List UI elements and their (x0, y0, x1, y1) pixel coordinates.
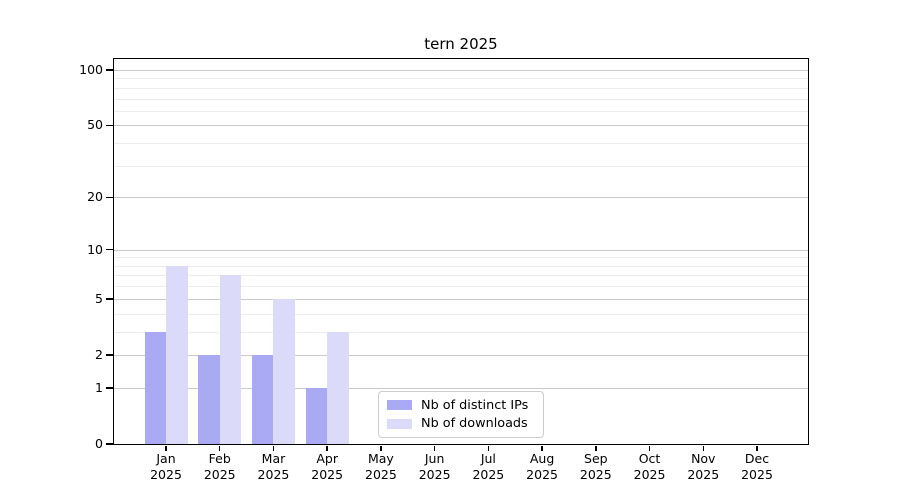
minor-gridline (114, 286, 808, 288)
x-tick-mark (595, 445, 597, 451)
y-tick-label: 20 (87, 189, 103, 205)
minor-gridline (114, 313, 808, 315)
y-tick-mark (106, 248, 113, 251)
y-tick-mark (106, 387, 113, 389)
y-tick-label: 50 (87, 117, 103, 133)
minor-gridline (114, 275, 808, 277)
x-tick-mark (326, 445, 328, 451)
minor-gridline (114, 143, 808, 145)
minor-gridline (114, 257, 808, 259)
x-tick-mark (272, 445, 275, 451)
x-tick-label-oct: Oct 2025 (633, 451, 666, 482)
legend-swatch-distinct-ips (387, 400, 412, 411)
y-tick-mark (106, 69, 113, 71)
bar-downloads-apr (327, 331, 349, 444)
legend-item-distinct-ips: Nb of distinct IPs (387, 397, 535, 414)
x-tick-mark (165, 445, 167, 451)
x-tick-label-may: May 2025 (365, 451, 397, 482)
x-tick-label-jun: Jun 2025 (418, 451, 451, 482)
x-tick-mark (648, 445, 651, 451)
x-tick-label-jul: Jul 2025 (472, 451, 505, 482)
major-gridline (114, 298, 808, 300)
bar-distinct-ips-feb (198, 354, 220, 444)
legend-label-downloads: Nb of downloads (421, 416, 528, 432)
y-tick-label: 10 (87, 241, 103, 257)
x-tick-label-apr: Apr 2025 (311, 451, 344, 482)
minor-gridline (114, 98, 808, 100)
x-tick-mark (433, 445, 436, 451)
legend-item-downloads: Nb of downloads (387, 415, 535, 432)
minor-gridline (114, 110, 808, 112)
y-tick-mark (106, 354, 113, 356)
y-tick-mark (106, 124, 113, 127)
x-tick-mark (380, 445, 382, 451)
bar-downloads-jan (166, 265, 188, 444)
minor-gridline (114, 87, 808, 89)
x-tick-label-mar: Mar 2025 (257, 451, 290, 482)
plot-area (113, 58, 809, 445)
x-tick-label-feb: Feb 2025 (203, 451, 236, 482)
minor-gridline (114, 165, 808, 167)
x-tick-label-nov: Nov 2025 (687, 451, 720, 482)
bar-downloads-feb (219, 275, 242, 444)
y-tick-label: 5 (95, 290, 103, 306)
bar-distinct-ips-apr (305, 387, 328, 444)
chart-title: tern 2025 (424, 35, 498, 53)
y-tick-label: 2 (95, 346, 103, 362)
x-tick-mark (756, 445, 758, 451)
minor-gridline (114, 331, 808, 333)
x-tick-mark (487, 445, 490, 451)
major-gridline (114, 249, 808, 251)
x-tick-label-dec: Dec 2025 (741, 451, 773, 482)
y-tick-mark (106, 196, 113, 199)
x-tick-label-aug: Aug 2025 (526, 451, 558, 482)
minor-gridline (114, 78, 808, 80)
y-tick-mark (106, 443, 113, 445)
bar-distinct-ips-jan (144, 331, 166, 444)
major-gridline (114, 354, 808, 356)
x-tick-mark (702, 445, 705, 451)
bar-distinct-ips-mar (251, 354, 274, 444)
x-tick-label-sep: Sep 2025 (579, 451, 612, 482)
x-tick-label-jan: Jan 2025 (150, 451, 182, 482)
y-tick-label: 0 (95, 436, 103, 451)
major-gridline (114, 387, 808, 389)
legend: Nb of distinct IPs Nb of downloads (378, 391, 544, 438)
major-gridline (114, 70, 808, 71)
y-tick-mark (106, 298, 113, 300)
x-tick-mark (541, 445, 543, 451)
major-gridline (114, 125, 808, 127)
bar-downloads-mar (273, 298, 295, 444)
y-tick-label: 1 (95, 379, 103, 395)
x-tick-mark (218, 445, 221, 451)
legend-label-distinct-ips: Nb of distinct IPs (421, 397, 529, 413)
y-tick-label: 100 (79, 62, 103, 77)
minor-gridline (114, 265, 808, 267)
major-gridline (114, 197, 808, 199)
legend-swatch-downloads (387, 418, 412, 429)
